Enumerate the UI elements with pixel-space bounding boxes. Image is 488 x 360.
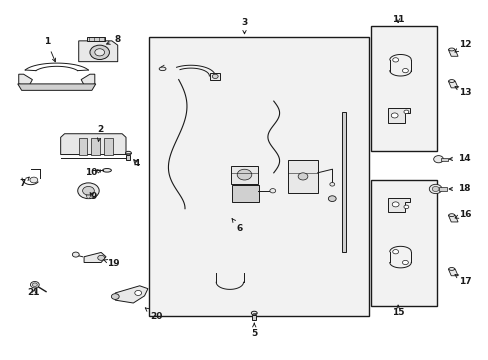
Polygon shape xyxy=(79,41,118,62)
Text: 3: 3 xyxy=(241,18,247,34)
Bar xyxy=(149,37,368,316)
Circle shape xyxy=(111,294,119,300)
Text: 10: 10 xyxy=(84,168,101,177)
Text: 2: 2 xyxy=(97,125,103,141)
Polygon shape xyxy=(387,108,409,123)
Text: 5: 5 xyxy=(251,323,257,338)
Text: 13: 13 xyxy=(454,86,470,96)
Polygon shape xyxy=(447,49,457,56)
Circle shape xyxy=(90,45,109,59)
Polygon shape xyxy=(447,81,457,88)
Circle shape xyxy=(403,205,408,209)
Ellipse shape xyxy=(448,214,454,217)
Text: 18: 18 xyxy=(448,184,469,193)
Circle shape xyxy=(32,283,37,287)
Text: 7: 7 xyxy=(20,177,29,188)
Text: 1: 1 xyxy=(44,37,56,62)
Text: 19: 19 xyxy=(103,259,119,268)
Bar xyxy=(79,138,87,154)
Text: 16: 16 xyxy=(454,210,470,219)
Polygon shape xyxy=(86,195,91,199)
Circle shape xyxy=(30,177,38,183)
Text: 17: 17 xyxy=(454,275,470,285)
Polygon shape xyxy=(440,158,447,161)
Ellipse shape xyxy=(102,168,111,172)
Text: 21: 21 xyxy=(27,288,40,297)
Text: 4: 4 xyxy=(134,159,140,168)
Polygon shape xyxy=(447,215,457,222)
Polygon shape xyxy=(115,286,148,303)
Ellipse shape xyxy=(125,151,131,155)
Circle shape xyxy=(431,186,438,192)
Polygon shape xyxy=(230,166,258,184)
Polygon shape xyxy=(126,155,130,160)
Polygon shape xyxy=(447,269,457,276)
Polygon shape xyxy=(232,185,259,202)
Polygon shape xyxy=(252,315,256,320)
Circle shape xyxy=(403,110,408,114)
Polygon shape xyxy=(61,134,126,154)
Ellipse shape xyxy=(448,267,454,270)
Text: 12: 12 xyxy=(454,40,470,52)
Circle shape xyxy=(433,156,443,163)
Circle shape xyxy=(329,183,334,186)
Polygon shape xyxy=(438,187,447,191)
Polygon shape xyxy=(387,198,409,212)
Bar xyxy=(341,112,345,252)
Bar xyxy=(370,26,436,151)
Circle shape xyxy=(135,291,142,296)
Polygon shape xyxy=(288,160,317,193)
Polygon shape xyxy=(210,73,220,80)
Circle shape xyxy=(82,186,94,195)
Text: 6: 6 xyxy=(232,219,242,233)
Polygon shape xyxy=(19,74,32,87)
Circle shape xyxy=(212,74,218,78)
Circle shape xyxy=(402,260,407,265)
Circle shape xyxy=(428,184,441,194)
Ellipse shape xyxy=(448,48,454,51)
Ellipse shape xyxy=(159,67,165,71)
Bar xyxy=(370,180,436,306)
Circle shape xyxy=(392,249,398,254)
Circle shape xyxy=(72,252,79,257)
Circle shape xyxy=(328,196,335,202)
Circle shape xyxy=(392,58,398,62)
Polygon shape xyxy=(81,74,95,87)
Circle shape xyxy=(269,189,275,193)
Text: 14: 14 xyxy=(448,154,469,163)
Circle shape xyxy=(30,282,39,288)
Text: 15: 15 xyxy=(391,305,404,317)
Circle shape xyxy=(98,255,104,260)
Polygon shape xyxy=(18,84,96,90)
Text: 9: 9 xyxy=(90,192,96,201)
Text: 8: 8 xyxy=(106,35,121,44)
Circle shape xyxy=(298,173,307,180)
Ellipse shape xyxy=(251,311,257,315)
Polygon shape xyxy=(87,37,104,41)
Text: 20: 20 xyxy=(145,308,163,321)
Circle shape xyxy=(391,202,398,207)
Bar xyxy=(91,138,100,154)
Circle shape xyxy=(402,68,407,73)
Circle shape xyxy=(237,169,251,180)
Bar xyxy=(104,138,113,154)
Circle shape xyxy=(390,113,397,118)
Polygon shape xyxy=(84,252,106,262)
Ellipse shape xyxy=(448,80,454,82)
Circle shape xyxy=(78,183,99,199)
Text: 11: 11 xyxy=(391,15,404,24)
Circle shape xyxy=(95,49,104,56)
